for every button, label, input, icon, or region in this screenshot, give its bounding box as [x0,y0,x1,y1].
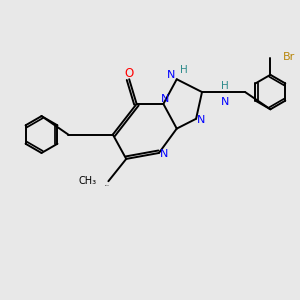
Text: N: N [161,94,169,103]
Text: N: N [160,149,169,160]
Text: N: N [167,70,176,80]
Text: O: O [124,68,134,80]
Text: Br: Br [283,52,295,62]
Text: N: N [221,98,230,107]
Text: N: N [197,115,206,125]
Text: CH₃: CH₃ [79,176,97,186]
Text: H: H [180,65,188,75]
Text: methyl: methyl [104,185,109,186]
Text: H: H [221,80,229,91]
